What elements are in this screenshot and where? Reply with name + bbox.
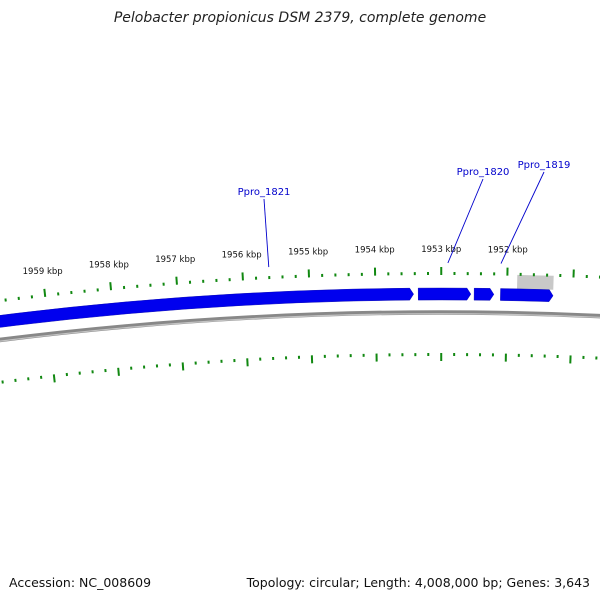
gene-arrow-0 [500,288,554,302]
gene-arrow-ppro_1820 [417,287,472,301]
inner-major-tick [52,374,56,383]
gene-label-group: Ppro_1819 Ppro_1820 Ppro_1821 [238,160,571,268]
tick-label: 1958 kbp [89,260,129,270]
outer-tick-ring [4,266,600,302]
backbone-highlight [0,313,600,342]
major-tick [43,288,47,297]
genome-backbone [0,310,600,343]
inner-major-tick [117,367,120,376]
label-leader-line [447,178,484,264]
map-title: Pelobacter propionicus DSM 2379, complet… [113,10,487,26]
tick-label: 1954 kbp [355,246,395,256]
label-leader-line [263,198,270,268]
feature-track [0,274,554,328]
gene-arrow-ppro_1819 [473,287,495,301]
tick-label-group: 1952 kbp 1953 kbp 1954 kbp 1955 kbp 1956 kbp… [23,245,528,277]
gray-feature [517,274,554,290]
label-leader-line [500,171,545,264]
inner-tick-ring [1,352,598,384]
accession-text: Accession: NC_008609 [9,575,152,590]
backbone-arc [0,310,600,343]
gene-label-ppro_1820[interactable]: Ppro_1820 [457,167,510,178]
tick-label: 1956 kbp [222,250,262,260]
gene-label-ppro_1819[interactable]: Ppro_1819 [518,160,571,171]
tick-label: 1953 kbp [421,245,461,255]
tick-label: 1959 kbp [23,267,63,277]
inner-major-tick [181,362,185,371]
major-tick [109,282,113,291]
tick-label: 1955 kbp [288,247,328,257]
gene-arrow-ppro_1821 [0,287,414,328]
tick-label: 1952 kbp [488,246,528,256]
tick-label: 1957 kbp [155,255,195,265]
genome-summary-text: Topology: circular; Length: 4,008,000 bp… [246,575,590,590]
gene-label-ppro_1821[interactable]: Ppro_1821 [238,187,291,198]
major-tick [175,276,178,285]
